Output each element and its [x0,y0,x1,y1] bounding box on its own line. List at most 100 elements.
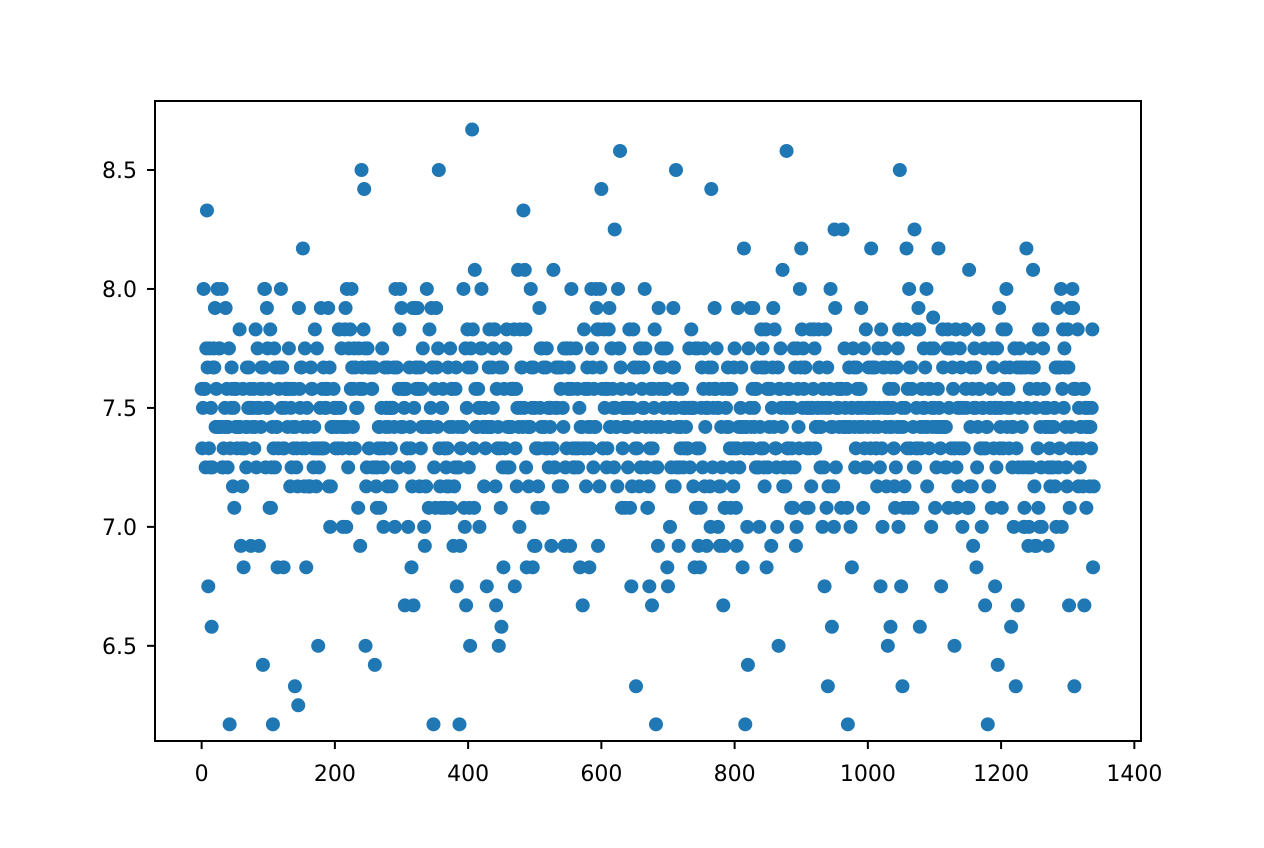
data-point [994,500,1009,515]
data-point [947,638,962,653]
data-point [820,679,835,694]
data-point [798,360,813,375]
data-point [684,322,699,337]
data-point [794,241,809,256]
data-point [613,360,628,375]
data-point [892,163,907,177]
data-point [207,300,222,315]
data-point [828,460,843,475]
data-point [967,341,982,356]
data-point [443,500,458,515]
data-point [629,679,644,694]
data-point [463,638,478,653]
data-point [641,500,655,515]
data-point [778,479,793,494]
data-point [326,381,341,396]
data-point [544,538,559,553]
data-point [351,500,366,515]
data-point [526,360,541,375]
data-point [1054,281,1069,296]
data-point [660,579,675,594]
data-point [770,519,785,534]
data-point [932,400,947,415]
data-point [814,419,829,434]
data-point [642,579,657,594]
data-point [654,360,669,375]
data-point [674,381,689,396]
data-point [1024,341,1039,356]
data-point [1070,322,1085,337]
data-point [453,538,468,553]
data-point [980,419,995,434]
data-point [878,341,893,356]
data-point [735,560,750,575]
data-point [846,341,861,356]
data-point [582,560,597,575]
data-point [387,519,402,534]
data-point [399,381,414,396]
data-point [448,381,463,396]
data-point [397,400,412,415]
data-point [247,441,262,456]
data-point [767,322,782,337]
data-point [248,322,263,337]
data-point [1048,479,1063,494]
data-point [889,360,904,375]
data-point [502,460,517,475]
data-point [1083,419,1098,434]
data-point [732,460,747,475]
data-point [275,360,290,375]
data-point [895,679,910,694]
data-point [463,341,478,356]
data-point [612,341,627,356]
data-point [519,460,534,475]
data-point [452,717,467,732]
data-point [992,300,1007,315]
data-point [344,281,359,296]
data-point [518,322,533,337]
data-point [404,560,419,575]
data-point [729,538,744,553]
data-point [984,381,999,396]
data-point [426,717,441,732]
data-point [667,479,682,494]
data-point [759,560,774,575]
data-point [946,381,961,396]
data-point [1055,381,1070,396]
data-point [786,500,801,515]
data-point [721,419,736,434]
data-point [704,182,719,197]
data-point [621,460,636,475]
data-point [890,341,905,356]
data-point [630,441,645,456]
data-point [261,400,276,415]
data-point [295,241,310,256]
data-point [236,560,251,575]
data-point [410,300,425,315]
data-point [757,479,772,494]
data-point [808,441,823,456]
data-point [443,341,458,356]
data-point [637,281,652,296]
data-point [1079,500,1094,515]
data-point [864,241,879,256]
data-point [1050,300,1065,315]
data-point [775,262,790,277]
data-point [201,579,216,594]
data-point [367,657,382,672]
data-point [475,341,490,356]
data-point [564,281,579,296]
data-point [787,460,802,475]
y-tick-label: 6.5 [102,635,137,660]
y-tick-label: 8.0 [102,278,137,303]
data-point [678,419,693,434]
data-point [555,479,570,494]
data-point [930,381,945,396]
data-point [1062,598,1077,613]
data-point [774,419,789,434]
data-point [489,598,504,613]
data-point [1084,400,1099,415]
data-point [974,519,989,534]
data-point [525,560,540,575]
data-point [354,163,369,177]
